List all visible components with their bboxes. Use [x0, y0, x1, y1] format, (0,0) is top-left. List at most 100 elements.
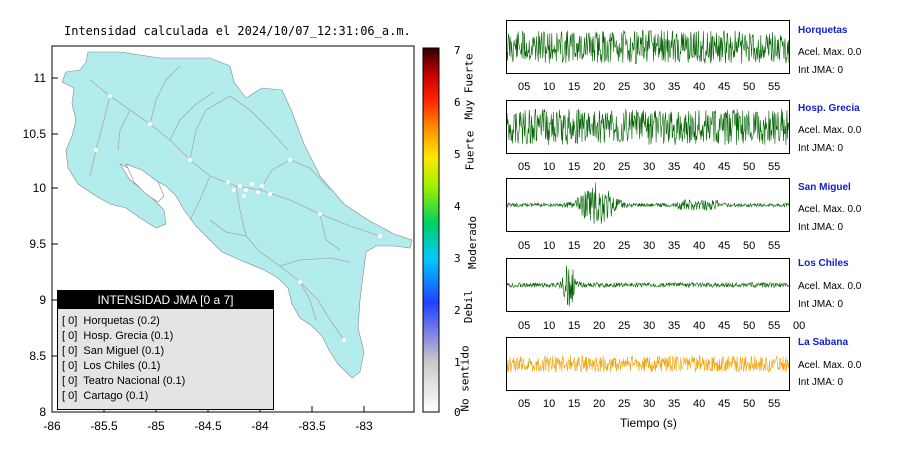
trace-x-tick: 40: [693, 320, 706, 332]
costa-rica-land: [61, 51, 413, 379]
trace-x-tick: 50: [743, 320, 756, 332]
trace-x-tick: 45: [718, 240, 731, 252]
trace-x-tick: 35: [668, 398, 681, 410]
map-x-tick: -84.5: [194, 419, 222, 433]
legend-level: [ 0]: [62, 315, 78, 327]
station-int: Int JMA: 0: [798, 65, 844, 76]
waveform: [507, 182, 789, 224]
trace-x-tick: 10: [543, 81, 556, 93]
legend-item: [ 0] Hosp. Grecia (0.1): [62, 330, 173, 342]
trace-x-tick: 50: [743, 240, 756, 252]
station-int: Int JMA: 0: [798, 377, 844, 388]
legend-station: Los Chiles (0.1): [83, 360, 161, 372]
legend-level: [ 0]: [62, 390, 78, 402]
legend-station: Teatro Nacional (0.1): [83, 375, 186, 387]
trace-x-tick: 10: [543, 320, 556, 332]
scale-tick-label: 3: [454, 252, 461, 265]
trace-x-tick: 20: [593, 320, 606, 332]
trace-x-tick: 35: [668, 81, 681, 93]
station-int: Int JMA: 0: [798, 222, 844, 233]
waveform: [507, 265, 789, 307]
map-x-tick: -85.5: [90, 419, 118, 433]
station-accel: Acel. Max. 0.0: [798, 360, 862, 371]
station-name: Los Chiles: [798, 258, 849, 269]
waveform: [507, 108, 789, 146]
trace-x-tick: 15: [568, 81, 581, 93]
trace-x-tick: 35: [668, 240, 681, 252]
scale-category: No sentido: [458, 345, 472, 412]
scale-category: Moderado: [465, 216, 479, 269]
trace-x-tick: 30: [643, 161, 656, 173]
scale-category: Fuerte: [463, 130, 477, 171]
station-accel: Acel. Max. 0.0: [798, 204, 862, 215]
map-x-tick: -86: [43, 419, 61, 433]
waveform: [507, 355, 789, 374]
trace-x-tick: 40: [693, 240, 706, 252]
scale-tick-label: 0: [454, 406, 461, 419]
trace-x-tick: 55: [768, 81, 781, 93]
scale-tick-label: 7: [454, 44, 461, 57]
scale-tick-label: 4: [454, 200, 461, 213]
legend-item: [ 0] Los Chiles (0.1): [62, 360, 160, 372]
trace-x-tick: 45: [718, 81, 731, 93]
scale-tick-label: 1: [454, 356, 461, 369]
legend-item: [ 0] San Miguel (0.1): [62, 345, 164, 357]
trace-x-tick: 25: [618, 161, 631, 173]
legend-level: [ 0]: [62, 330, 78, 342]
scale-tick-label: 6: [454, 96, 461, 109]
trace-x-tick: 20: [593, 398, 606, 410]
trace-x-tick: 10: [543, 398, 556, 410]
trace-x-tick: 55: [768, 240, 781, 252]
trace-x-tick: 35: [668, 161, 681, 173]
trace-panel-san-miguel: [506, 178, 790, 232]
legend-title: INTENSIDAD JMA [0 a 7]: [58, 291, 273, 309]
trace-x-tick: 05: [518, 161, 531, 173]
trace-x-tick: 05: [518, 240, 531, 252]
map-x-tick: -85: [147, 419, 165, 433]
legend-item: [ 0] Teatro Nacional (0.1): [62, 375, 185, 387]
trace-x-tick: 15: [568, 320, 581, 332]
trace-x-tick: 40: [693, 161, 706, 173]
map-y-tick: 8.5: [29, 349, 46, 363]
map-x-tick-labels: -86 -85.5 -85 -84.5 -84 -83.5 -83: [43, 419, 373, 433]
waveform-trace: [507, 30, 789, 64]
trace-x-tick: 40: [693, 398, 706, 410]
trace-x-tick: 45: [718, 161, 731, 173]
trace-x-tick: 55: [768, 398, 781, 410]
map-y-tick-labels: 11 10.5 10 9.5 9 8.5 8: [23, 71, 47, 419]
map-y-tick: 10.5: [23, 127, 47, 141]
trace-x-tick: 55: [768, 161, 781, 173]
station-accel: Acel. Max. 0.0: [798, 125, 862, 136]
trace-x-tick: 35: [668, 320, 681, 332]
trace-x-tick: 20: [593, 240, 606, 252]
trace-x-tick: 00: [793, 320, 806, 332]
map-title: Intensidad calculada el 2024/10/07_12:31…: [64, 24, 411, 38]
waveform-trace: [507, 182, 789, 224]
trace-x-tick: 20: [593, 161, 606, 173]
waveform: [507, 30, 789, 64]
trace-x-tick: 25: [618, 320, 631, 332]
map-y-tick: 10: [33, 181, 47, 195]
trace-x-tick: 30: [643, 398, 656, 410]
trace-x-tick: 30: [643, 240, 656, 252]
trace-x-tick: 05: [518, 81, 531, 93]
trace-x-tick: 30: [643, 81, 656, 93]
trace-panel-los-chiles: [506, 258, 790, 312]
legend-station: San Miguel (0.1): [83, 345, 165, 357]
station-name: Hosp. Grecia: [798, 103, 860, 114]
trace-panel-horquetas: [506, 20, 790, 74]
station-name: Horquetas: [798, 25, 848, 36]
trace-x-tick: 05: [518, 320, 531, 332]
trace-panel-hosp-grecia: [506, 100, 790, 154]
road-network: [89, 65, 381, 341]
station-int: Int JMA: 0: [798, 299, 844, 310]
trace-panel-la-sabana: [506, 337, 790, 391]
legend-level: [ 0]: [62, 345, 78, 357]
trace-x-tick: 25: [618, 398, 631, 410]
city-markers: [94, 94, 382, 342]
trace-x-tick: 45: [718, 320, 731, 332]
station-int: Int JMA: 0: [798, 143, 844, 154]
gulf-nicoya: [125, 163, 165, 203]
waveform-trace: [507, 108, 789, 146]
legend-station: Horquetas (0.2): [83, 315, 160, 327]
